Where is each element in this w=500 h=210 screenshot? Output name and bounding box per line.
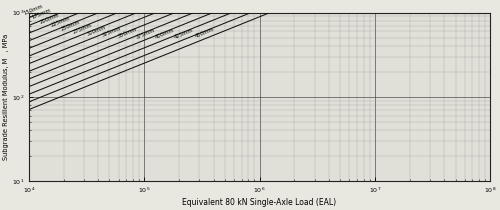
- X-axis label: Equivalent 80 kN Single-Axle Load (EAL): Equivalent 80 kN Single-Axle Load (EAL): [182, 198, 336, 206]
- Y-axis label: Subgrade Resilient Modulus, M   , MPa: Subgrade Resilient Modulus, M , MPa: [4, 34, 10, 160]
- Text: 325mm: 325mm: [100, 26, 121, 38]
- Text: 350mm: 350mm: [118, 27, 138, 39]
- Text: 425mm: 425mm: [174, 27, 195, 39]
- Text: 225mm: 225mm: [50, 16, 70, 28]
- Text: 300mm: 300mm: [86, 24, 107, 37]
- Text: 450mm: 450mm: [194, 26, 215, 39]
- Text: 375mm: 375mm: [135, 28, 156, 40]
- Text: 275mm: 275mm: [72, 22, 93, 34]
- Text: 400mm: 400mm: [154, 27, 176, 40]
- Text: 175mm: 175mm: [31, 8, 52, 20]
- Text: 250mm: 250mm: [60, 19, 81, 32]
- Text: 200mm: 200mm: [40, 12, 60, 25]
- Text: 150mm: 150mm: [23, 4, 44, 16]
